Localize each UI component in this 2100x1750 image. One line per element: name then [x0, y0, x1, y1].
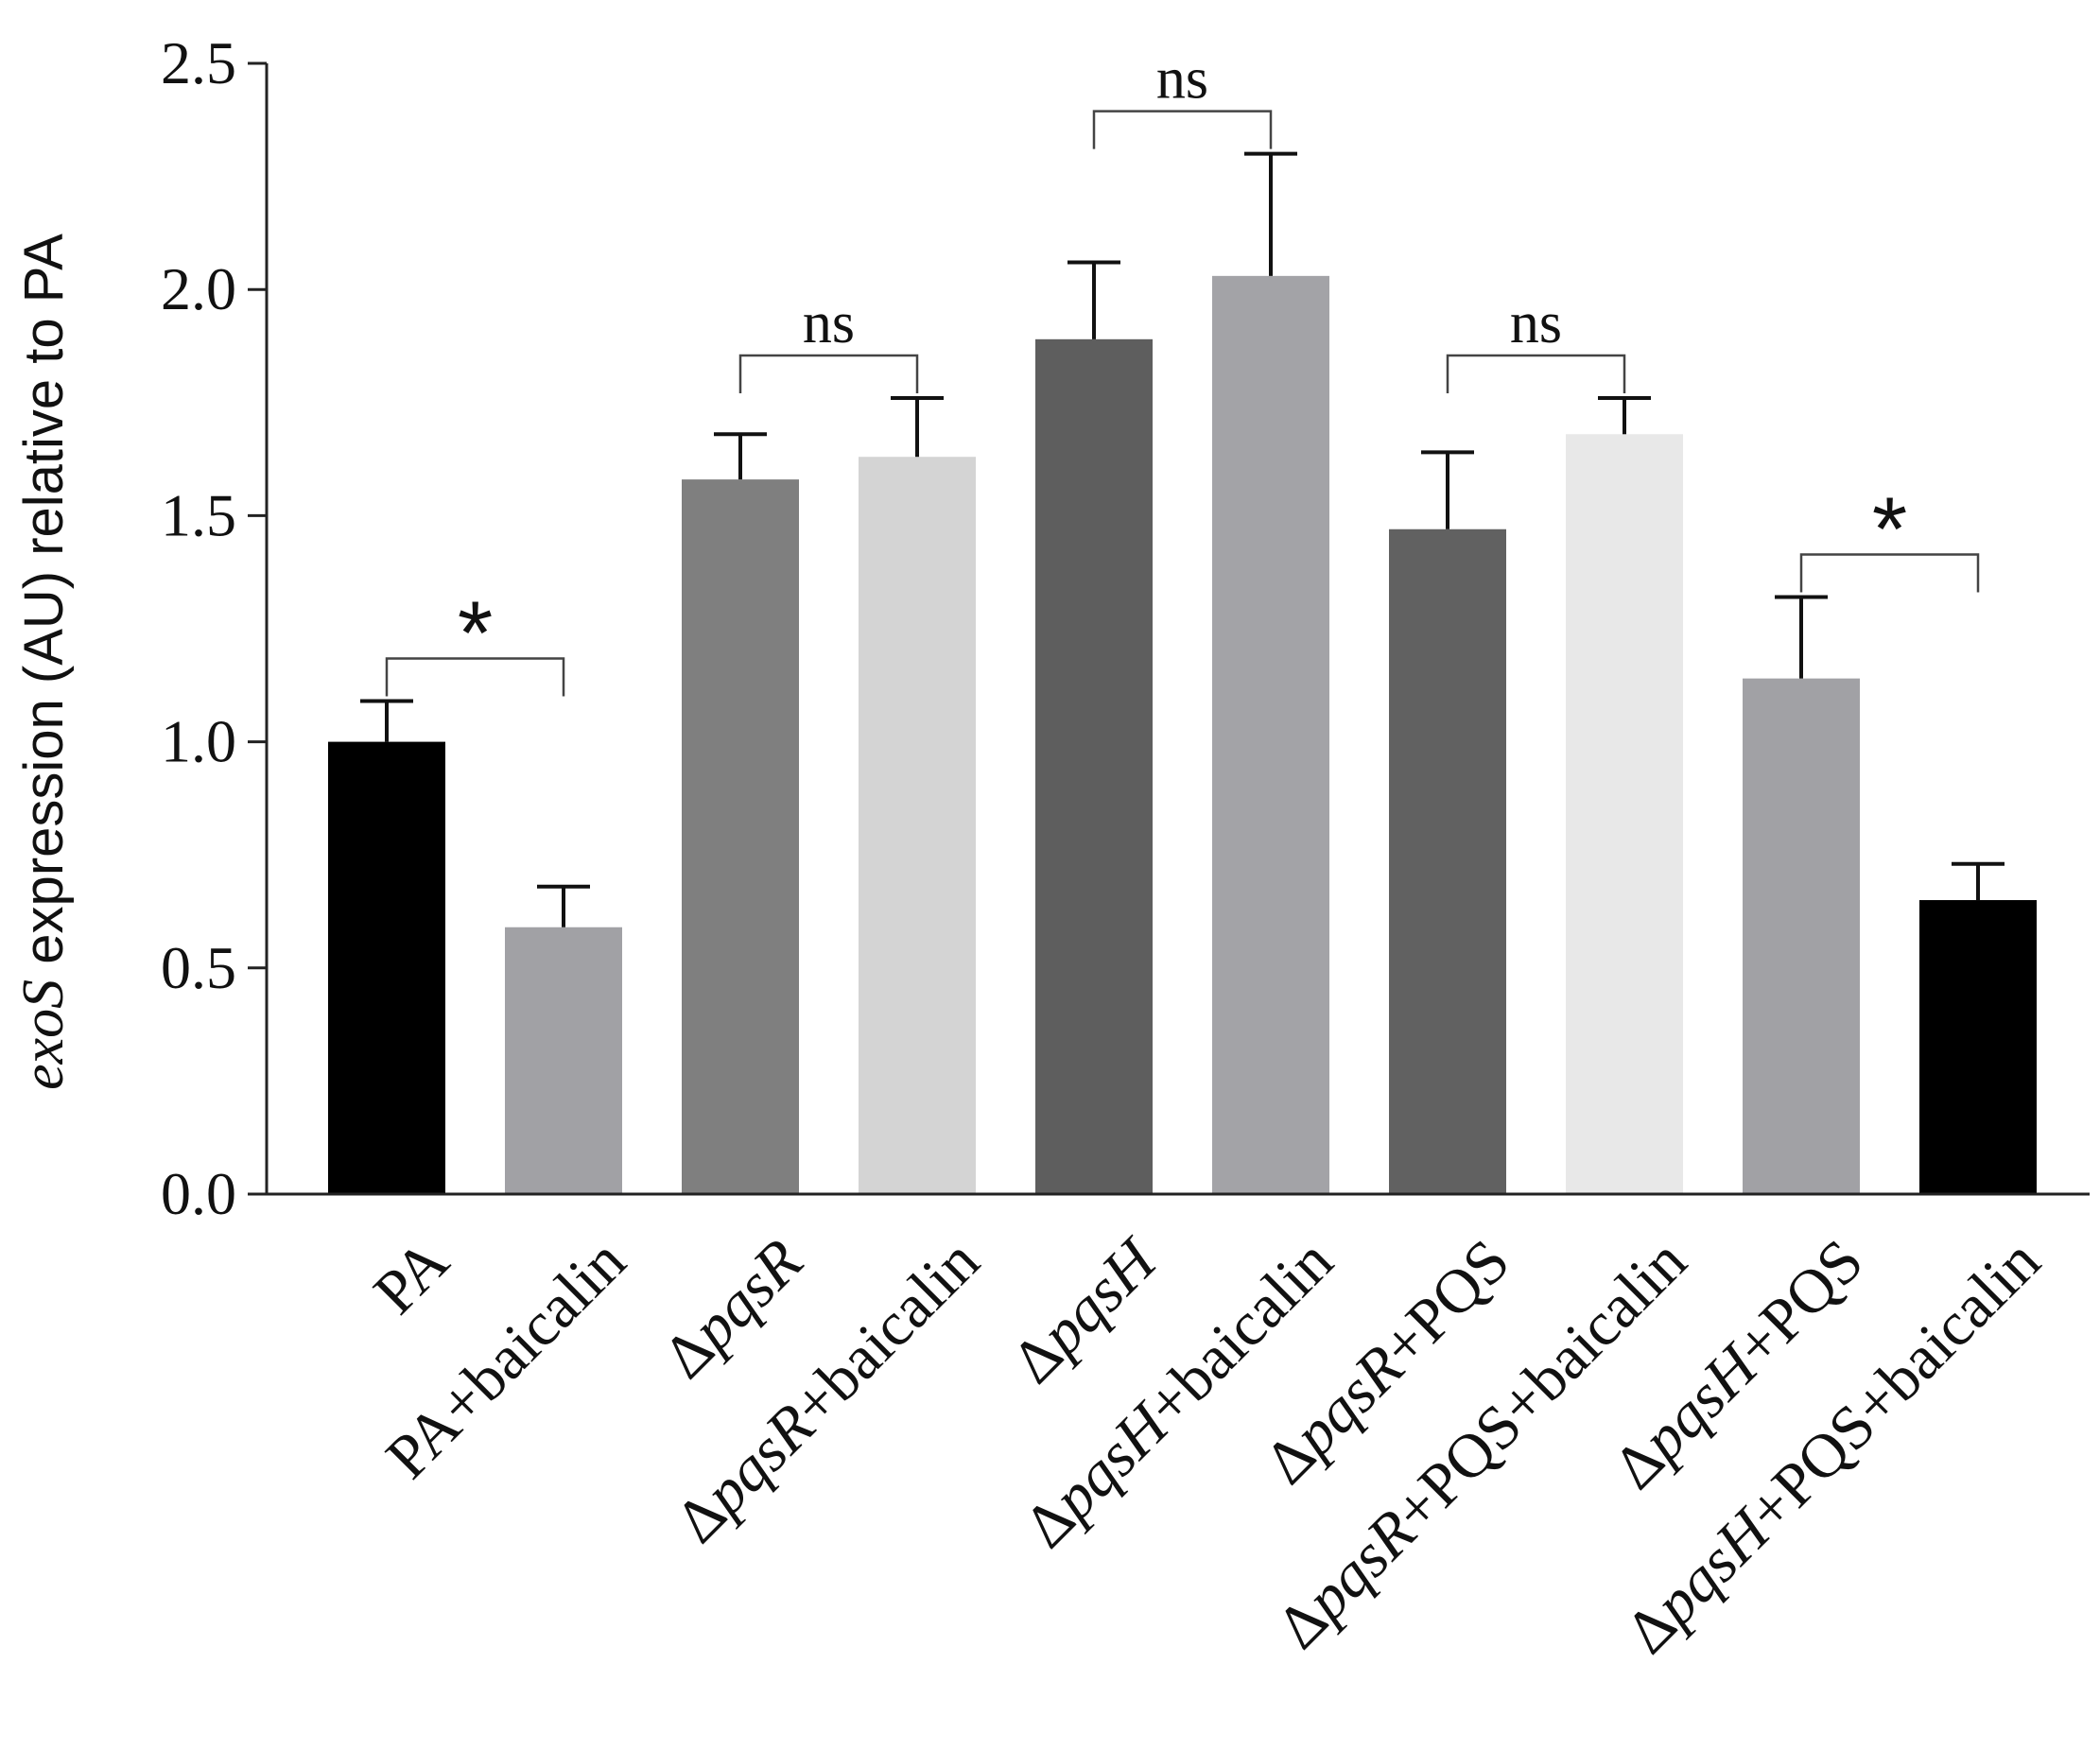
bar: [1743, 678, 1860, 1194]
comparison-bracket: [1799, 553, 1980, 593]
bar: [682, 479, 799, 1194]
y-tick-label: 0.5: [161, 934, 236, 1001]
significance-ns: ns: [1510, 291, 1562, 355]
comparison-bracket: [385, 657, 565, 697]
significance-ns: ns: [1156, 47, 1208, 112]
x-category-label: PA: [361, 1226, 462, 1327]
x-category-label: ΔpqsR: [651, 1226, 816, 1392]
comparison-bracket: [738, 354, 919, 394]
bar: [1919, 900, 2037, 1194]
bar: [1389, 528, 1506, 1194]
bar: [859, 457, 976, 1194]
x-category-label: ΔpqsH+baicalin: [1011, 1226, 1345, 1561]
y-axis: 0.0 0.5 1.0 1.5 2.0 2.5: [161, 29, 269, 1227]
bar: [505, 927, 622, 1194]
error-bars: [360, 151, 2005, 927]
x-category-label: ΔpqsH: [998, 1224, 1171, 1397]
bar: [1035, 338, 1153, 1195]
y-axis-label-rest: expression (AU) relative to PA: [13, 234, 75, 979]
y-tick-label: 2.5: [161, 29, 236, 96]
y-tick-label: 2.0: [161, 255, 236, 322]
x-category-label: ΔpqsR+baicalin: [663, 1226, 993, 1556]
y-axis-label-gene: exoS: [11, 979, 76, 1090]
comparison-bracket: [1092, 110, 1273, 149]
y-tick-label: 0.0: [161, 1160, 236, 1227]
significance-brackets: * ns ns ns *: [385, 47, 1980, 697]
bar: [1566, 434, 1683, 1195]
y-tick-label: 1.5: [161, 481, 236, 548]
significance-star: *: [458, 583, 493, 684]
y-axis-label: exoS expression (AU) relative to PA: [11, 234, 76, 1090]
bars: [328, 275, 2037, 1195]
significance-star: *: [1872, 479, 1907, 580]
y-tick-label: 1.0: [161, 708, 236, 775]
bar: [328, 741, 445, 1194]
significance-ns: ns: [803, 291, 855, 355]
comparison-bracket: [1446, 354, 1626, 394]
bar: [1212, 275, 1329, 1194]
